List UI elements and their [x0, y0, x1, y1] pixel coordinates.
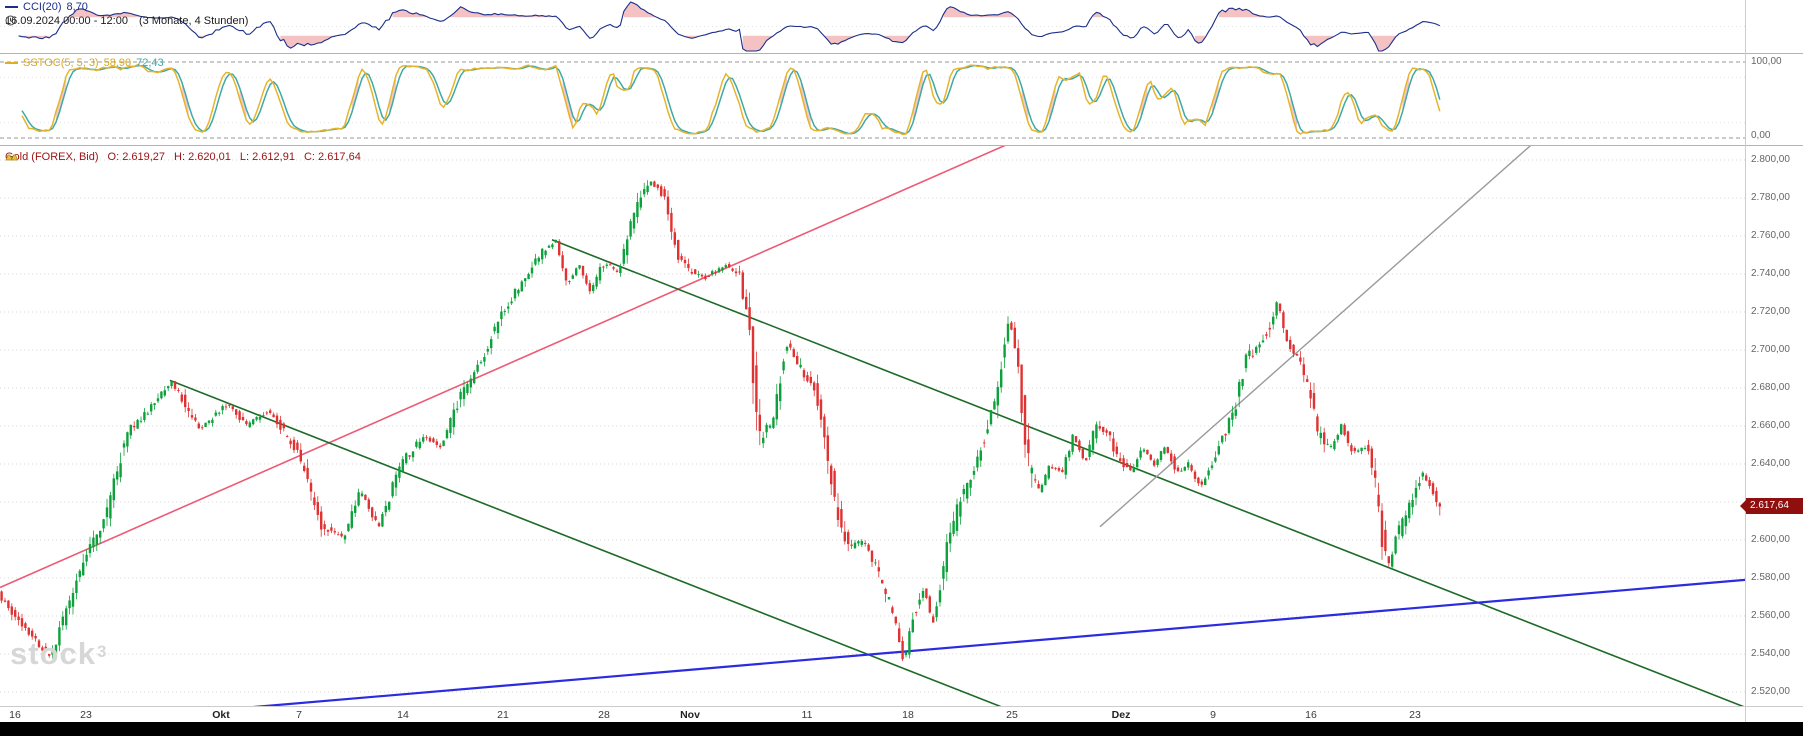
x-axis-tick: 9 [1210, 709, 1216, 721]
y-axis-label: 2.760,00 [1751, 230, 1790, 241]
x-axis-tick: 11 [801, 709, 813, 721]
sstoc-panel: SSTOC(5, 5, 3) 58,90 72,43 [0, 54, 1745, 145]
y-axis-label: 2.640,00 [1751, 458, 1790, 469]
y-axis-label: 2.720,00 [1751, 306, 1790, 317]
ohlc-low: L: 2.612,91 [239, 151, 295, 163]
cci-series-swatch [5, 6, 18, 8]
sstoc-axis-max: 100,00 [1751, 56, 1782, 67]
x-axis-tick: 14 [397, 709, 409, 721]
x-axis-tick: 16 [1305, 709, 1317, 721]
y-axis-label: 2.680,00 [1751, 382, 1790, 393]
sstoc-value-d: 72,43 [136, 57, 164, 69]
axis-line [0, 706, 1803, 707]
y-axis-label: 2.660,00 [1751, 420, 1790, 431]
price-panel: Gold (FOREX, Bid) O: 2.619,27 H: 2.620,0… [0, 146, 1745, 706]
bottom-bar [0, 722, 1803, 736]
sstoc-axis-min: 0,00 [1751, 130, 1771, 141]
badge-price: 2.617,64 [1750, 500, 1789, 512]
x-axis-tick: 23 [80, 709, 92, 721]
period-range: 16.09.2024 00:00 - 12:00 [5, 15, 128, 27]
panel-separator [0, 53, 1803, 54]
axis-separator [1745, 0, 1746, 722]
period-detail: (3 Monate, 4 Stunden) [138, 15, 249, 27]
sstoc-legend: SSTOC(5, 5, 3) 58,90 72,43 [5, 57, 164, 69]
stock3-watermark: stock3 [10, 636, 107, 672]
y-axis-label: 2.800,00 [1751, 154, 1790, 165]
x-axis-tick: Okt [212, 709, 230, 721]
gold-icon [5, 154, 18, 161]
x-axis-tick: Nov [680, 709, 700, 721]
cci-chart[interactable] [0, 0, 1745, 53]
sstoc-series-swatch [5, 62, 18, 64]
panel-separator [0, 145, 1803, 146]
last-price-badge: 2.617,64 [1740, 498, 1803, 515]
cci-label: CCI(20) [23, 1, 62, 13]
x-axis-tick: 21 [497, 709, 509, 721]
x-axis-tick: 23 [1409, 709, 1421, 721]
y-axis-label: 2.520,00 [1751, 686, 1790, 697]
ohlc-close: C: 2.617,64 [303, 151, 361, 163]
y-axis-label: 2.600,00 [1751, 534, 1790, 545]
x-axis-tick: 28 [598, 709, 610, 721]
sstoc-value-k: 58,90 [103, 57, 132, 69]
ohlc-open: O: 2.619,27 [107, 151, 166, 163]
cci-value: 8,70 [66, 1, 88, 13]
sstoc-chart[interactable] [0, 54, 1745, 145]
instrument-name: Gold (FOREX, Bid) [5, 151, 99, 163]
x-axis-tick: 7 [296, 709, 302, 721]
clock-icon [5, 15, 16, 26]
cci-legend: CCI(20) 8,70 [5, 1, 88, 13]
cci-panel: CCI(20) 8,70 16.09.2024 00:00 - 12:00 (3… [0, 0, 1745, 53]
x-axis-tick: Dez [1111, 709, 1131, 721]
time-axis[interactable] [0, 706, 1803, 722]
y-axis-label: 2.700,00 [1751, 344, 1790, 355]
watermark-text: stock [10, 636, 96, 671]
y-axis-label: 2.780,00 [1751, 192, 1790, 203]
sstoc-label: SSTOC(5, 5, 3) [23, 57, 99, 69]
y-axis-label: 2.740,00 [1751, 268, 1790, 279]
y-axis-label: 2.560,00 [1751, 610, 1790, 621]
price-chart[interactable] [0, 146, 1745, 706]
badge-arrow-icon [1740, 500, 1746, 513]
x-axis-tick: 18 [902, 709, 914, 721]
y-axis-label: 2.580,00 [1751, 572, 1790, 583]
watermark-sup: 3 [96, 642, 108, 661]
ohlc-legend: Gold (FOREX, Bid) O: 2.619,27 H: 2.620,0… [5, 151, 361, 163]
y-axis-label: 2.540,00 [1751, 648, 1790, 659]
period-legend: 16.09.2024 00:00 - 12:00 (3 Monate, 4 St… [5, 15, 248, 27]
x-axis-tick: 16 [9, 709, 21, 721]
x-axis-tick: 25 [1006, 709, 1018, 721]
ohlc-high: H: 2.620,01 [174, 151, 231, 163]
